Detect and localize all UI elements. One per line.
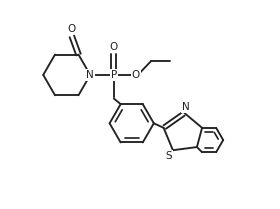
- Text: N: N: [86, 70, 94, 80]
- Text: O: O: [68, 24, 76, 34]
- Text: P: P: [111, 70, 117, 80]
- Text: S: S: [165, 151, 172, 161]
- Text: O: O: [109, 42, 118, 52]
- Text: N: N: [182, 102, 190, 112]
- Text: O: O: [132, 70, 140, 80]
